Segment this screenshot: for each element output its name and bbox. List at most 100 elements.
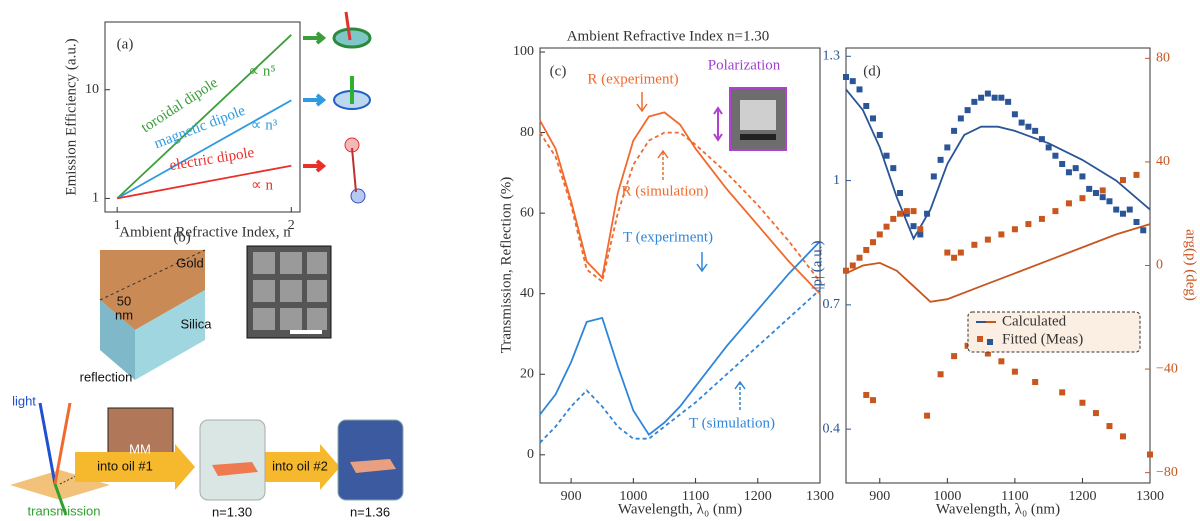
data-line [539,289,821,444]
data-point [870,397,877,404]
y-tick-label: 80 [1156,51,1170,66]
annotation: Polarization [708,57,781,73]
data-point [883,223,890,230]
legend-label: Calculated [1002,313,1067,329]
plot-frame [539,47,821,484]
data-point [971,98,978,105]
data-point [876,231,883,238]
y-axis-label: |p| (a.u.) [809,241,825,290]
data-point [1079,399,1086,406]
data-point [1059,161,1066,167]
data-point [903,208,910,215]
y-tick-label: 1.3 [823,49,841,64]
x-tick-label: 1100 [682,489,709,504]
data-point [1059,389,1066,396]
data-point [849,78,856,85]
data-point [1086,185,1093,192]
y-tick-label: 40 [520,286,534,301]
data-point [951,353,958,360]
data-point [1133,171,1140,178]
data-line [845,88,1151,241]
annotation: ∝ n [251,177,273,193]
data-point [1092,190,1099,196]
x-tick-label: 1000 [933,489,961,504]
data-point [910,223,917,230]
data-point [998,358,1005,365]
data-point [863,103,870,109]
data-point [849,262,856,269]
data-point [984,90,991,97]
data-point [1113,206,1120,213]
y2-axis-label: arg(p) (deg) [1183,229,1199,301]
data-point [937,156,944,163]
plot-frame [104,21,301,213]
data-line [117,164,292,200]
data-line [539,240,821,437]
data-line [845,223,1151,303]
y-tick-label: 60 [520,205,534,220]
x-tick-label: 1200 [744,489,772,504]
y-tick-label: 1 [92,191,99,206]
data-point [1119,433,1126,440]
data-point [1011,368,1018,375]
data-point [890,215,897,222]
x-tick-label: 1300 [1136,489,1164,504]
x-tick-label: 1 [114,218,121,233]
x-tick-label: 1000 [619,489,647,504]
data-point [890,165,897,172]
data-point [1079,195,1086,202]
y-tick-label: 0.4 [823,421,841,436]
data-point [1092,410,1099,417]
data-point [917,231,924,238]
data-line [539,111,821,295]
legend-swatch [977,336,983,342]
data-point [924,210,931,217]
data-point [1025,221,1032,228]
data-point [991,94,998,101]
y-tick-label: 0 [527,447,534,462]
data-point [1005,98,1012,105]
data-point [1018,119,1025,126]
x-axis-label: Wavelength, λ₀ (nm) [936,501,1060,517]
data-point [1011,226,1018,233]
x-axis-label: Ambient Refractive Index, n [119,224,291,240]
annotation: R (simulation) [621,183,708,199]
annotation-arrows [636,92,746,410]
data-line [539,131,821,284]
data-point [856,254,863,261]
y-tick-label: 1 [833,173,840,188]
data-point [957,115,964,122]
data-point [870,239,877,246]
diagram-text: light [12,393,36,408]
data-point [1079,173,1086,180]
y-axis-label: Transmission, Reflection (%) [498,177,514,354]
data-point [1126,206,1133,213]
data-point [1119,177,1126,184]
data-point [1032,379,1039,386]
diagram-text: transmission [28,503,101,518]
x-tick-label: 2 [288,218,295,233]
data-point [944,249,951,256]
data-point [984,236,991,243]
diagram-text: n=1.36 [350,504,390,519]
diagram-text: Gold [176,255,203,270]
data-point [1106,423,1113,430]
data-point [1045,144,1052,151]
data-point [944,144,951,151]
data-point [971,241,978,248]
diagram-text: Silica [180,316,212,331]
x-tick-label: 1100 [1001,489,1028,504]
diagram-text: 50 [117,293,131,308]
annotation: T (simulation) [689,415,775,431]
data-point [1052,208,1059,215]
data-point [1133,219,1140,225]
panel-label: (d) [863,63,881,79]
y-axis-label: Emission Efficiency (a.u.) [63,38,79,195]
diagram-text: into oil #2 [272,458,328,473]
diagram-text: MM [129,441,151,456]
data-point [998,231,1005,238]
data-point [1065,169,1072,176]
data-point [843,74,849,80]
x-axis-label: Wavelength, λ₀ (nm) [618,501,742,517]
